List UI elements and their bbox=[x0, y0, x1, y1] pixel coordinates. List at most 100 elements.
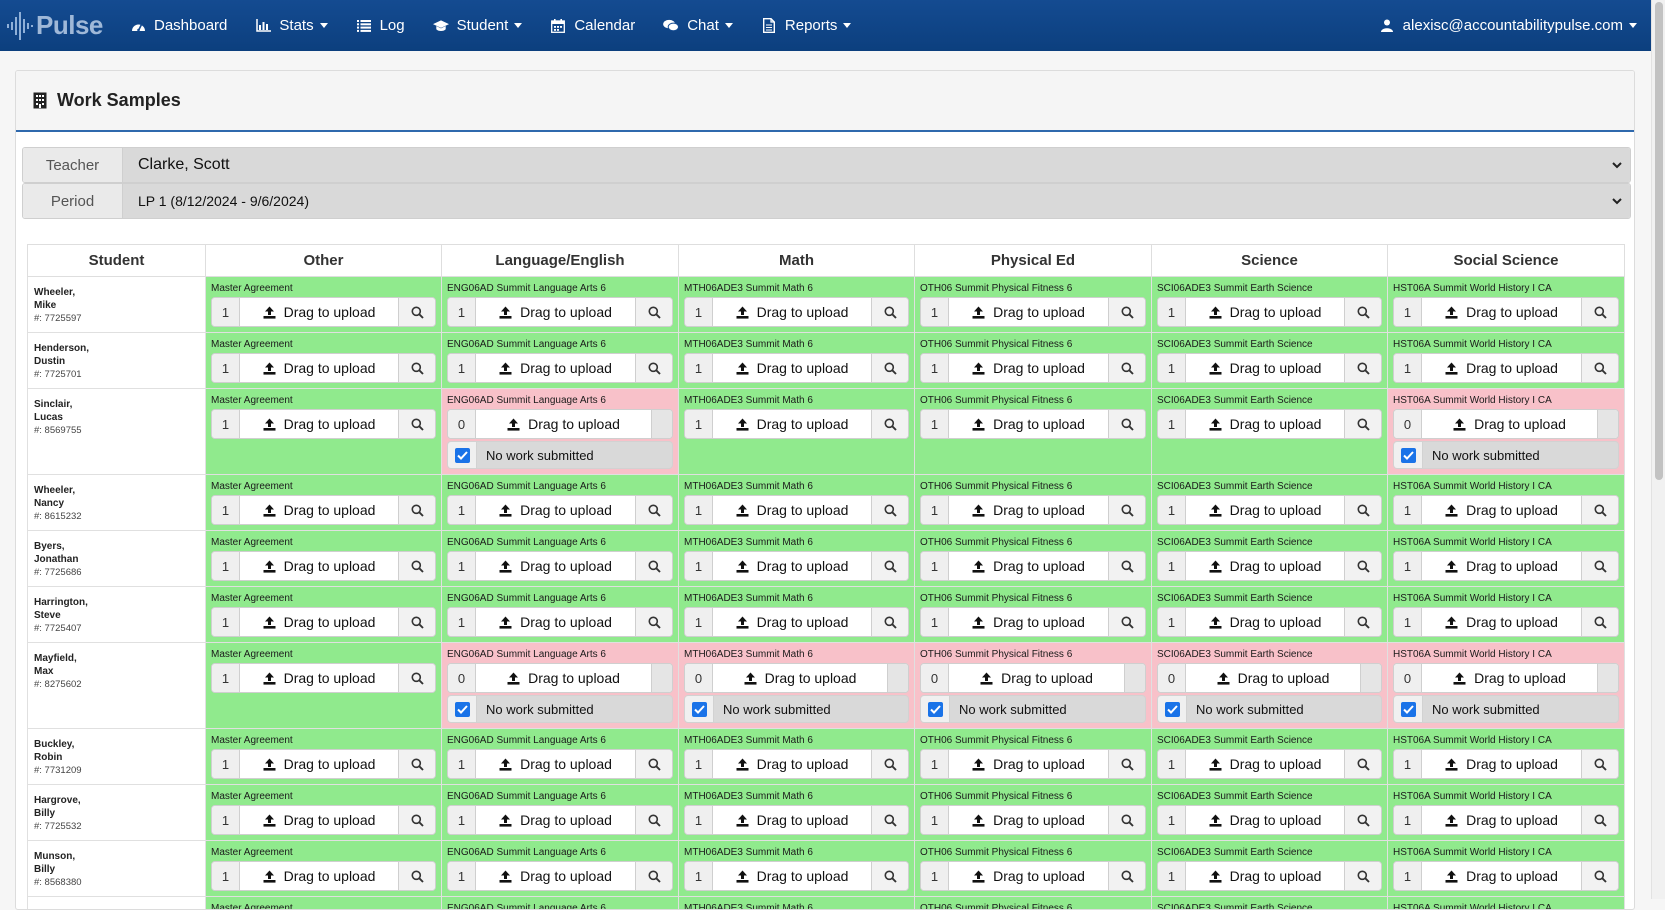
view-samples-button[interactable] bbox=[1344, 410, 1381, 438]
nav-item-calendar[interactable]: Calendar bbox=[550, 0, 635, 51]
view-samples-button[interactable] bbox=[871, 806, 908, 834]
view-samples-button[interactable] bbox=[398, 496, 435, 524]
view-samples-button[interactable] bbox=[871, 354, 908, 382]
no-work-checkbox[interactable] bbox=[1401, 448, 1416, 463]
drag-to-upload-button[interactable]: Drag to upload bbox=[713, 298, 871, 326]
user-menu[interactable]: alexisc@accountabilitypulse.com bbox=[1379, 0, 1637, 51]
drag-to-upload-button[interactable]: Drag to upload bbox=[713, 806, 871, 834]
drag-to-upload-button[interactable]: Drag to upload bbox=[949, 750, 1108, 778]
view-samples-button[interactable] bbox=[635, 496, 672, 524]
view-samples-button[interactable] bbox=[398, 664, 435, 692]
view-samples-button[interactable] bbox=[871, 608, 908, 636]
drag-to-upload-button[interactable]: Drag to upload bbox=[1422, 750, 1581, 778]
drag-to-upload-button[interactable]: Drag to upload bbox=[476, 750, 635, 778]
drag-to-upload-button[interactable]: Drag to upload bbox=[713, 552, 871, 580]
view-samples-button[interactable] bbox=[1108, 862, 1145, 890]
period-select[interactable]: LP 1 (8/12/2024 - 9/6/2024) bbox=[123, 184, 1630, 218]
view-samples-button[interactable] bbox=[871, 496, 908, 524]
drag-to-upload-button[interactable]: Drag to upload bbox=[1186, 750, 1344, 778]
view-samples-button[interactable] bbox=[398, 552, 435, 580]
drag-to-upload-button[interactable]: Drag to upload bbox=[476, 862, 635, 890]
drag-to-upload-button[interactable]: Drag to upload bbox=[476, 298, 635, 326]
page-scrollbar[interactable] bbox=[1651, 0, 1665, 899]
view-samples-button[interactable] bbox=[398, 608, 435, 636]
no-work-checkbox[interactable] bbox=[1165, 702, 1180, 717]
view-samples-button[interactable] bbox=[1108, 496, 1145, 524]
no-work-checkbox[interactable] bbox=[928, 702, 943, 717]
view-samples-button[interactable] bbox=[1108, 750, 1145, 778]
drag-to-upload-button[interactable]: Drag to upload bbox=[1186, 410, 1344, 438]
drag-to-upload-button[interactable]: Drag to upload bbox=[713, 862, 871, 890]
no-work-checkbox[interactable] bbox=[455, 448, 470, 463]
nav-item-reports[interactable]: Reports bbox=[761, 0, 852, 51]
view-samples-button[interactable] bbox=[1344, 806, 1381, 834]
view-samples-button[interactable] bbox=[1581, 298, 1618, 326]
drag-to-upload-button[interactable]: Drag to upload bbox=[1422, 806, 1581, 834]
view-samples-button[interactable] bbox=[1581, 806, 1618, 834]
drag-to-upload-button[interactable]: Drag to upload bbox=[949, 806, 1108, 834]
view-samples-button[interactable] bbox=[871, 862, 908, 890]
view-samples-button[interactable] bbox=[1108, 608, 1145, 636]
view-samples-button[interactable] bbox=[1581, 354, 1618, 382]
view-samples-button[interactable] bbox=[1344, 298, 1381, 326]
drag-to-upload-button[interactable]: Drag to upload bbox=[949, 298, 1108, 326]
drag-to-upload-button[interactable]: Drag to upload bbox=[713, 354, 871, 382]
drag-to-upload-button[interactable]: Drag to upload bbox=[240, 354, 398, 382]
view-samples-button[interactable] bbox=[635, 298, 672, 326]
nav-item-log[interactable]: Log bbox=[356, 0, 405, 51]
view-samples-button[interactable] bbox=[871, 552, 908, 580]
view-samples-button[interactable] bbox=[1581, 608, 1618, 636]
view-samples-button[interactable] bbox=[871, 750, 908, 778]
drag-to-upload-button[interactable]: Drag to upload bbox=[949, 862, 1108, 890]
view-samples-button[interactable] bbox=[1344, 552, 1381, 580]
view-samples-button[interactable] bbox=[1108, 298, 1145, 326]
drag-to-upload-button[interactable]: Drag to upload bbox=[1422, 608, 1581, 636]
no-work-checkbox[interactable] bbox=[455, 702, 470, 717]
view-samples-button[interactable] bbox=[398, 354, 435, 382]
view-samples-button[interactable] bbox=[1108, 806, 1145, 834]
drag-to-upload-button[interactable]: Drag to upload bbox=[949, 552, 1108, 580]
drag-to-upload-button[interactable]: Drag to upload bbox=[949, 354, 1108, 382]
drag-to-upload-button[interactable]: Drag to upload bbox=[1422, 552, 1581, 580]
drag-to-upload-button[interactable]: Drag to upload bbox=[476, 354, 635, 382]
drag-to-upload-button[interactable]: Drag to upload bbox=[949, 496, 1108, 524]
view-samples-button[interactable] bbox=[398, 862, 435, 890]
drag-to-upload-button[interactable]: Drag to upload bbox=[1422, 354, 1581, 382]
view-samples-button[interactable] bbox=[398, 410, 435, 438]
view-samples-button[interactable] bbox=[398, 750, 435, 778]
teacher-select[interactable]: Clarke, Scott bbox=[123, 148, 1630, 182]
view-samples-button[interactable] bbox=[398, 806, 435, 834]
no-work-checkbox[interactable] bbox=[692, 702, 707, 717]
drag-to-upload-button[interactable]: Drag to upload bbox=[240, 862, 398, 890]
drag-to-upload-button[interactable]: Drag to upload bbox=[1186, 862, 1344, 890]
drag-to-upload-button[interactable]: Drag to upload bbox=[476, 410, 651, 438]
view-samples-button[interactable] bbox=[635, 806, 672, 834]
drag-to-upload-button[interactable]: Drag to upload bbox=[1186, 496, 1344, 524]
drag-to-upload-button[interactable]: Drag to upload bbox=[240, 750, 398, 778]
drag-to-upload-button[interactable]: Drag to upload bbox=[949, 608, 1108, 636]
drag-to-upload-button[interactable]: Drag to upload bbox=[713, 496, 871, 524]
drag-to-upload-button[interactable]: Drag to upload bbox=[1422, 496, 1581, 524]
drag-to-upload-button[interactable]: Drag to upload bbox=[1186, 664, 1360, 692]
drag-to-upload-button[interactable]: Drag to upload bbox=[240, 664, 398, 692]
view-samples-button[interactable] bbox=[1581, 552, 1618, 580]
view-samples-button[interactable] bbox=[1344, 608, 1381, 636]
drag-to-upload-button[interactable]: Drag to upload bbox=[240, 298, 398, 326]
view-samples-button[interactable] bbox=[635, 354, 672, 382]
view-samples-button[interactable] bbox=[1108, 354, 1145, 382]
drag-to-upload-button[interactable]: Drag to upload bbox=[1422, 410, 1597, 438]
nav-item-stats[interactable]: Stats bbox=[255, 0, 327, 51]
drag-to-upload-button[interactable]: Drag to upload bbox=[1186, 354, 1344, 382]
drag-to-upload-button[interactable]: Drag to upload bbox=[240, 496, 398, 524]
drag-to-upload-button[interactable]: Drag to upload bbox=[1186, 608, 1344, 636]
drag-to-upload-button[interactable]: Drag to upload bbox=[1186, 298, 1344, 326]
drag-to-upload-button[interactable]: Drag to upload bbox=[713, 410, 871, 438]
view-samples-button[interactable] bbox=[1581, 750, 1618, 778]
nav-item-student[interactable]: Student bbox=[433, 0, 523, 51]
view-samples-button[interactable] bbox=[1581, 496, 1618, 524]
view-samples-button[interactable] bbox=[635, 608, 672, 636]
drag-to-upload-button[interactable]: Drag to upload bbox=[713, 750, 871, 778]
brand-logo[interactable]: Pulse bbox=[0, 0, 112, 51]
drag-to-upload-button[interactable]: Drag to upload bbox=[1186, 552, 1344, 580]
drag-to-upload-button[interactable]: Drag to upload bbox=[949, 664, 1124, 692]
